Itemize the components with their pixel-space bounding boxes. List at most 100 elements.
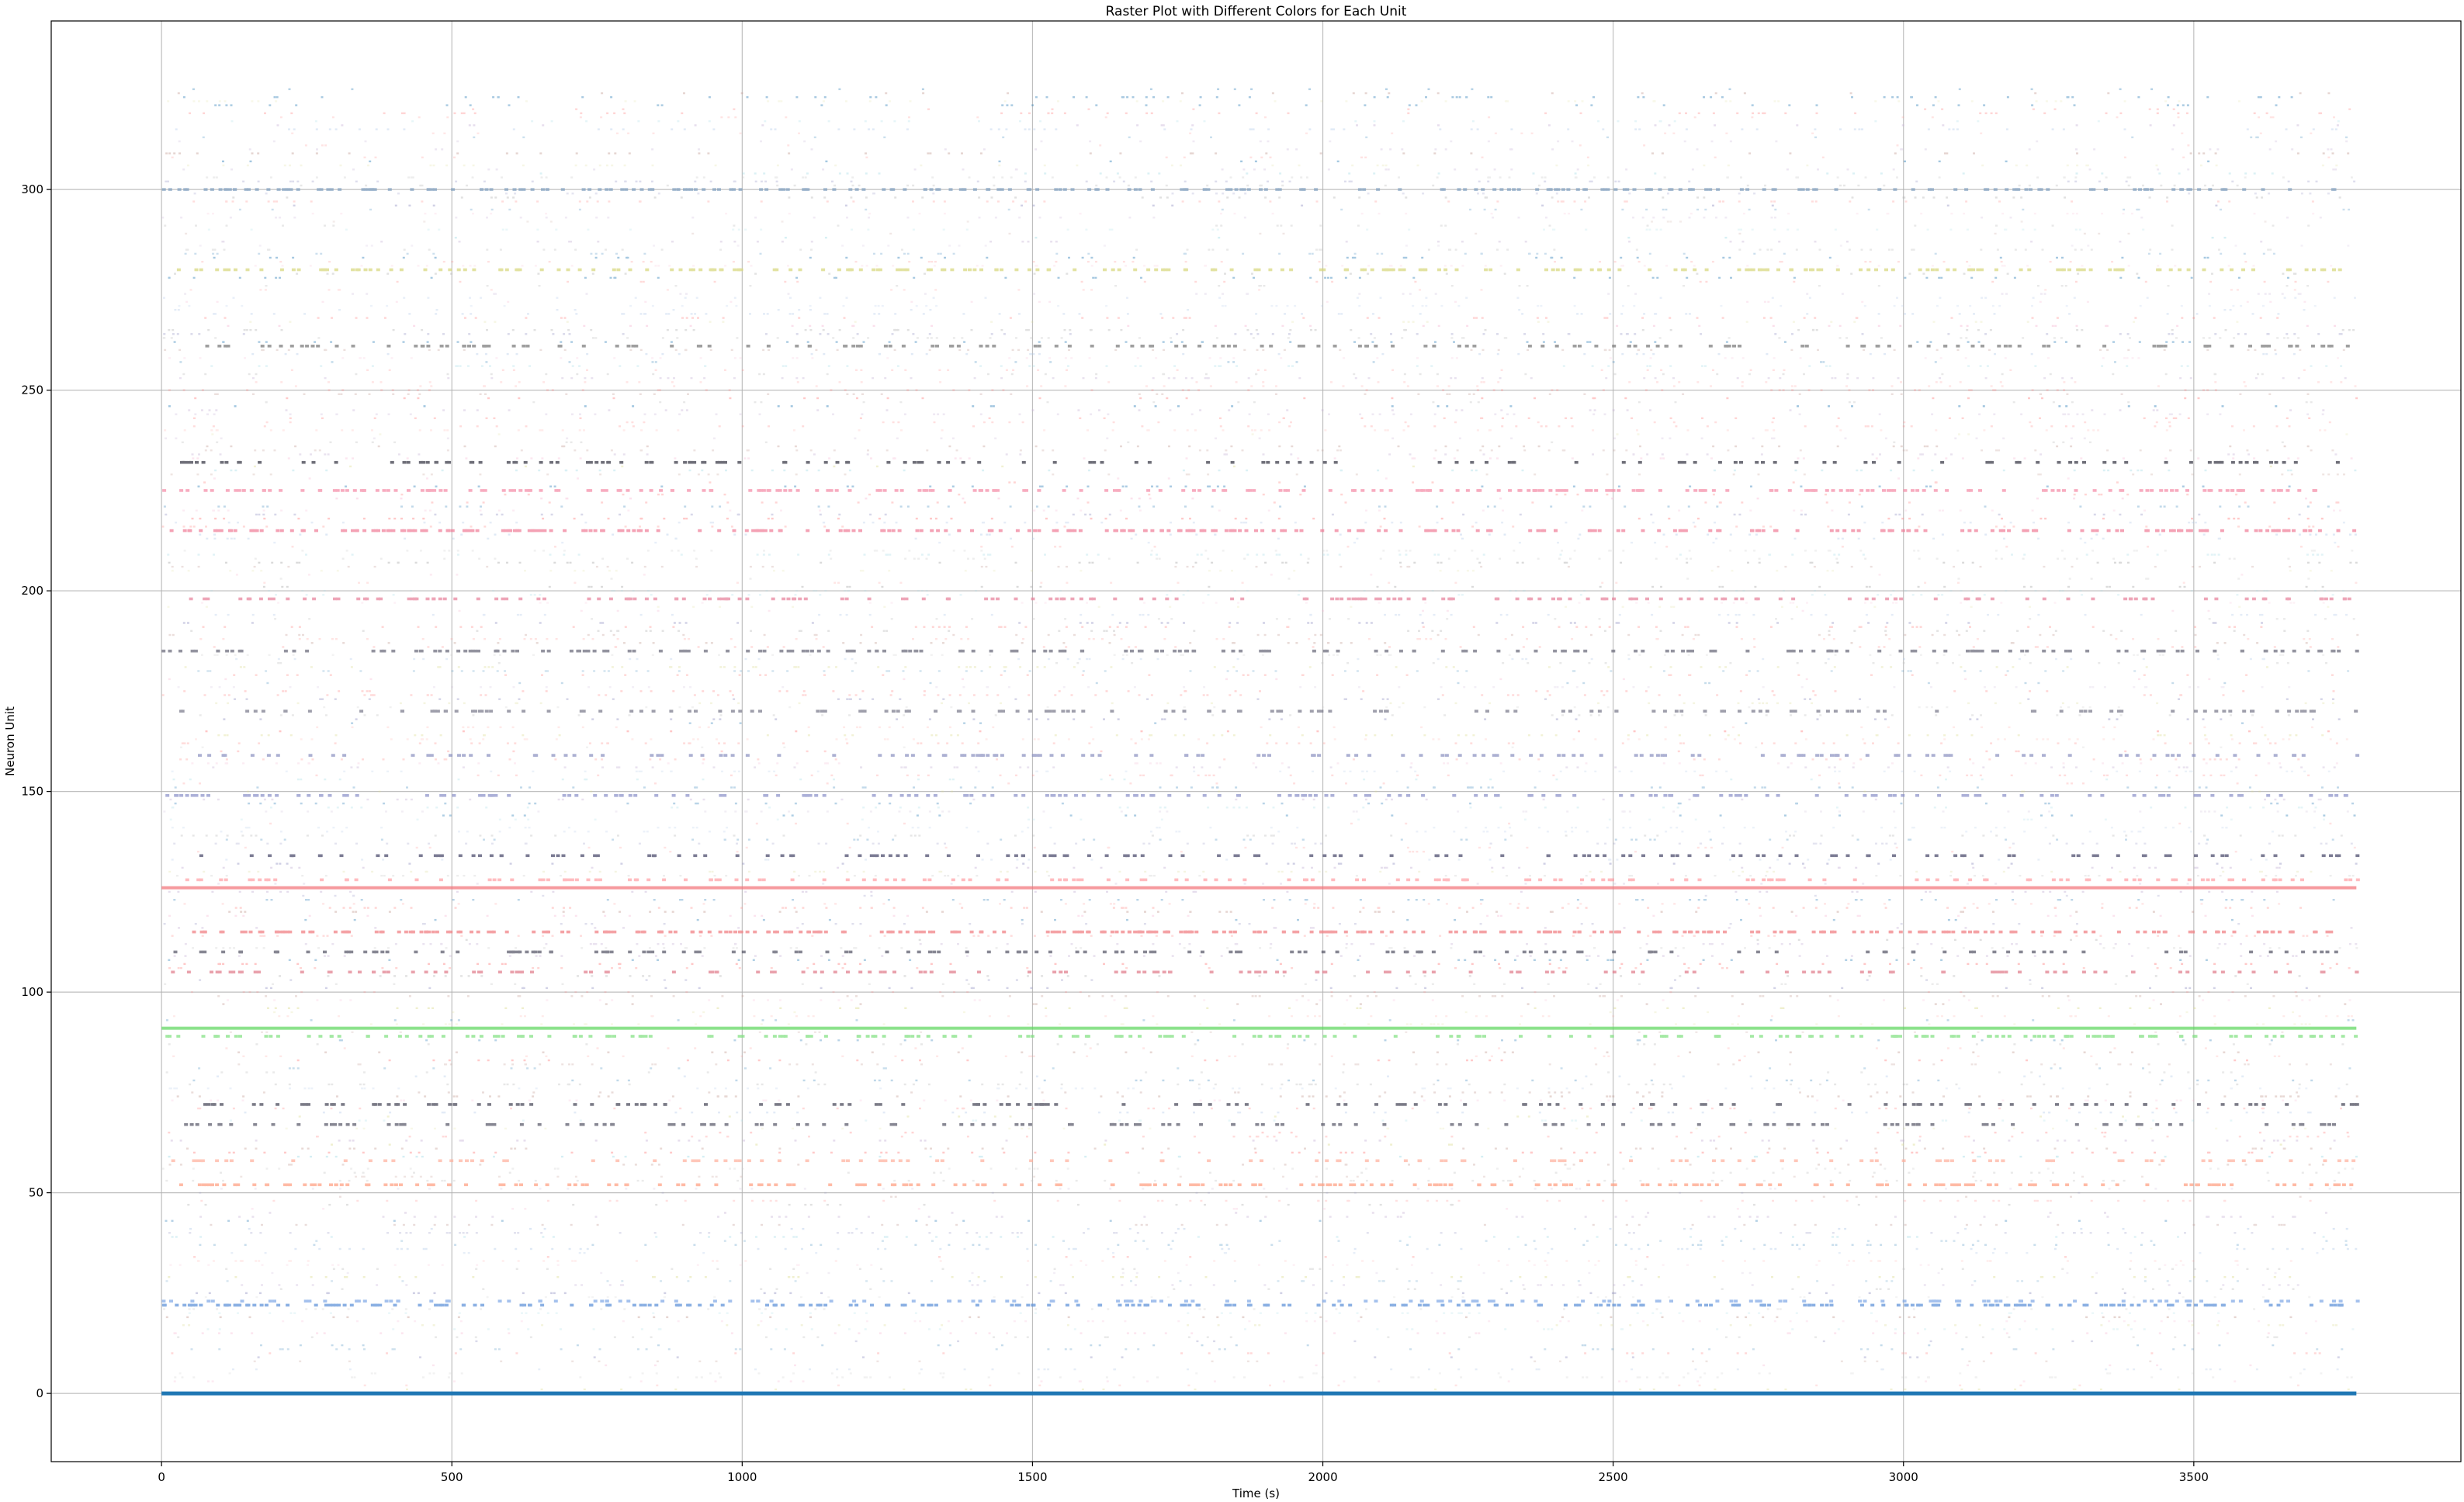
spike-point xyxy=(263,1152,265,1153)
spike-point xyxy=(872,1232,874,1233)
spike-point xyxy=(1681,831,1683,832)
spike-point xyxy=(837,1248,840,1250)
spike-point xyxy=(986,1236,988,1237)
spike-point xyxy=(705,1136,708,1137)
spike-point xyxy=(994,1115,996,1117)
spike-point xyxy=(1354,1063,1357,1065)
spike-point xyxy=(1516,1115,1519,1117)
spike-point xyxy=(1421,1023,1423,1025)
spike-point xyxy=(1520,891,1523,893)
spike-point xyxy=(1814,895,1817,897)
spike-point xyxy=(2247,1152,2250,1153)
spike-point xyxy=(620,1389,622,1390)
spike-point xyxy=(1707,1011,1709,1013)
spike-point xyxy=(1662,903,1664,904)
spike-point xyxy=(1103,963,1105,965)
spike-point xyxy=(797,1276,799,1278)
spike-point xyxy=(2332,1324,2334,1326)
spike-point xyxy=(1409,975,1412,976)
spike-point xyxy=(1620,963,1623,965)
spike-point xyxy=(1214,1100,1216,1101)
spike-point xyxy=(1631,1216,1634,1217)
spike-point xyxy=(1534,1188,1537,1189)
spike-point xyxy=(509,1172,511,1174)
spike-point xyxy=(2014,1389,2016,1390)
spike-point xyxy=(1913,959,1915,961)
spike-point xyxy=(1441,1023,1443,1025)
spike-point xyxy=(2100,1389,2102,1390)
spike-point xyxy=(926,911,928,913)
spike-point xyxy=(192,947,194,949)
spike-point xyxy=(1009,995,1011,997)
spike-point xyxy=(1967,1365,1969,1366)
spike-point xyxy=(674,1389,677,1390)
spike-point xyxy=(936,1056,938,1057)
spike-point xyxy=(1596,1132,1598,1133)
spike-point xyxy=(547,1313,549,1314)
spike-point xyxy=(767,999,769,1001)
spike-point xyxy=(764,859,767,860)
spike-point xyxy=(2294,1216,2296,1217)
spike-point xyxy=(1639,1389,1641,1390)
spike-point xyxy=(2047,915,2050,917)
spike-point xyxy=(2279,1324,2282,1326)
spike-point xyxy=(671,1268,673,1270)
spike-point xyxy=(1512,1052,1514,1053)
spike-point xyxy=(1886,1280,1888,1282)
spike-point xyxy=(1593,947,1596,949)
spike-point xyxy=(1286,1188,1288,1189)
spike-point xyxy=(1282,1176,1284,1178)
spike-point xyxy=(1546,1264,1548,1266)
spike-point xyxy=(2153,911,2155,913)
spike-point xyxy=(1498,1047,1500,1049)
spike-point xyxy=(790,1380,792,1382)
spike-point xyxy=(1667,1352,1669,1354)
spike-point xyxy=(1000,839,1002,841)
spike-point xyxy=(530,891,532,893)
spike-point xyxy=(2348,1389,2350,1390)
spike-point xyxy=(1319,1015,1321,1017)
spike-point xyxy=(174,1332,176,1334)
spike-point xyxy=(238,1216,241,1217)
spike-point xyxy=(1683,947,1685,949)
spike-point xyxy=(996,1087,999,1089)
spike-point xyxy=(1312,1268,1314,1270)
spike-point xyxy=(910,834,913,836)
spike-point xyxy=(1527,907,1529,908)
spike-point xyxy=(297,1067,300,1069)
spike-point xyxy=(556,1176,559,1178)
spike-point xyxy=(1762,1140,1764,1141)
spike-point xyxy=(1026,967,1028,969)
spike-point xyxy=(1767,1216,1769,1217)
spike-point xyxy=(1003,899,1006,900)
spike-point xyxy=(1231,935,1233,937)
spike-point xyxy=(1890,1224,1892,1226)
spike-point xyxy=(1504,1328,1506,1330)
spike-point xyxy=(2282,1015,2285,1017)
spike-point xyxy=(945,847,948,848)
spike-point xyxy=(206,834,208,836)
spike-point xyxy=(1415,1063,1417,1065)
spike-point xyxy=(525,1148,527,1150)
spike-point xyxy=(1773,935,1776,937)
spike-point xyxy=(2073,1389,2075,1390)
spike-point xyxy=(931,1240,934,1242)
spike-point xyxy=(1256,1361,1258,1362)
spike-point xyxy=(1604,843,1606,845)
spike-point xyxy=(468,1224,470,1226)
spike-point xyxy=(1823,1341,1825,1342)
spike-point xyxy=(1916,1356,1918,1358)
spike-point xyxy=(2245,963,2247,965)
spike-point xyxy=(840,947,842,949)
spike-point xyxy=(579,1084,581,1085)
spike-point xyxy=(348,1361,351,1362)
spike-point xyxy=(2230,1071,2233,1073)
spike-point xyxy=(2277,1140,2279,1141)
spike-point xyxy=(804,1188,806,1189)
spike-point xyxy=(1431,1272,1433,1274)
spike-point xyxy=(652,1276,654,1278)
spike-point xyxy=(1244,847,1246,848)
spike-point xyxy=(885,1152,888,1153)
spike-point xyxy=(569,907,571,908)
spike-point xyxy=(2330,1148,2332,1150)
